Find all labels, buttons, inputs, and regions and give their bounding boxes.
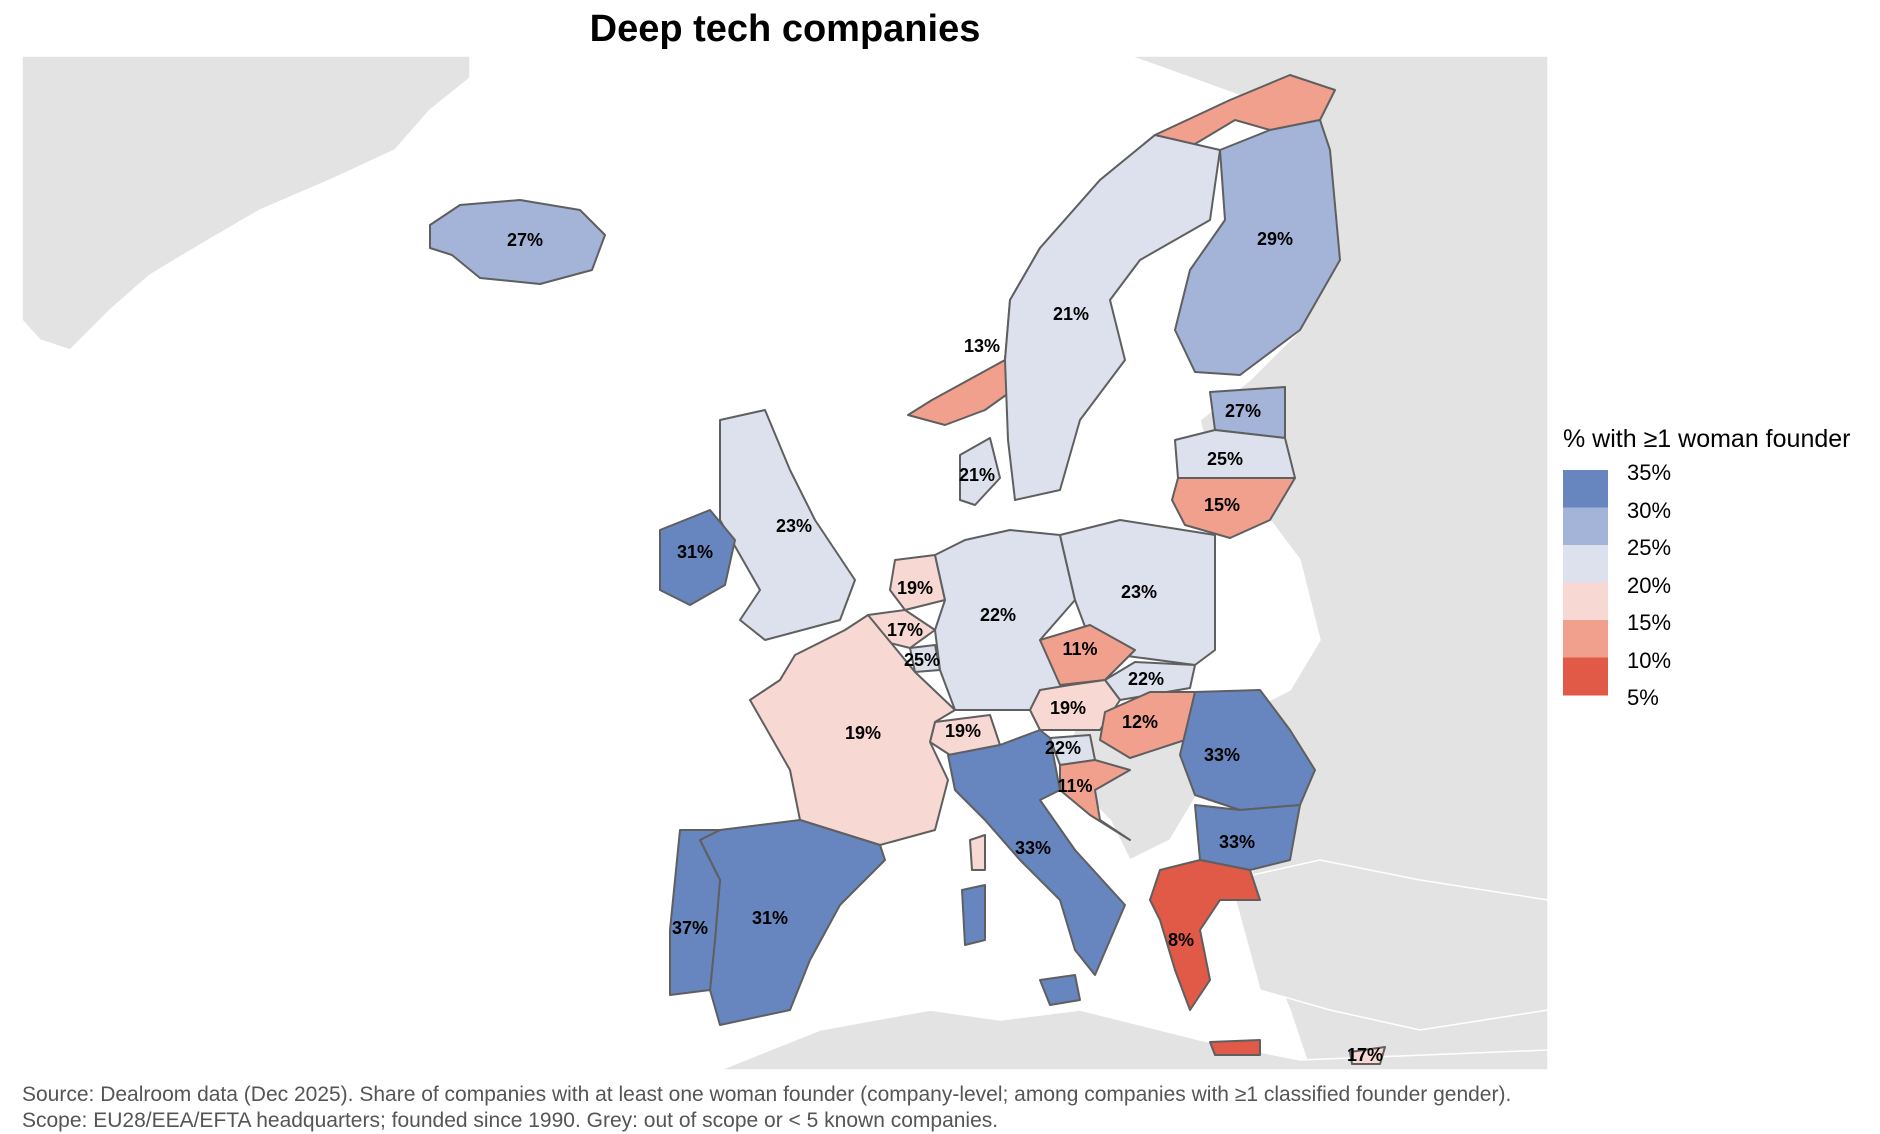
turkey-land [1229,859,1549,1031]
region-sardinia [961,884,986,946]
region-crete [1209,1039,1261,1056]
region-label-poland: 23% [1121,582,1157,602]
region-label-greece: 8% [1168,930,1194,950]
legend-swatch [1563,620,1608,658]
region-finland [1174,119,1341,376]
region-label-lithuania: 15% [1204,495,1240,515]
region-labels: 27% 13% 21% 29% 27% 25% 15% 21% 23% 31% 19% 17% 25% 2… [507,229,1383,1065]
region-lithuania [1171,477,1296,539]
region-label-slovakia: 22% [1128,669,1164,689]
region-croatia [1059,759,1131,841]
region-label-norway: 13% [964,336,1000,356]
region-label-luxembourg: 25% [904,650,940,670]
region-label-estonia: 27% [1225,401,1261,421]
chart-title: Deep tech companies [589,8,981,50]
region-uk [719,409,856,641]
legend-tick-label: 15% [1627,610,1672,635]
region-czechia [1039,624,1136,686]
region-label-denmark: 21% [959,465,995,485]
scope-line: Scope: EU28/EEA/EFTA headquarters; found… [22,1109,999,1132]
region-label-germany: 22% [980,605,1016,625]
region-label-hungary: 12% [1122,712,1158,732]
legend-swatch [1563,507,1608,546]
region-label-finland: 29% [1257,229,1293,249]
legend-swatch [1563,545,1608,583]
out-of-scope-land [21,55,1549,1071]
legend-tick-label: 5% [1627,685,1659,710]
region-label-netherlands: 19% [897,578,933,598]
region-label-bulgaria: 33% [1219,832,1255,852]
legend-colorbar [1563,470,1608,696]
region-label-portugal: 37% [672,918,708,938]
region-label-slovenia: 22% [1045,738,1081,758]
source-note: Source: Dealroom data (Dec 2025). Share … [22,1082,1511,1134]
region-cyprus [1349,1046,1386,1065]
region-label-belgium: 17% [887,620,923,640]
region-denmark [959,437,1001,506]
source-line: Source: Dealroom data (Dec 2025). Share … [22,1083,1512,1106]
region-label-austria: 19% [1050,698,1086,718]
region-label-cyprus: 17% [1347,1045,1383,1065]
region-label-croatia: 11% [1057,776,1092,796]
region-corsica [969,834,986,871]
legend-tick-label: 20% [1627,572,1672,598]
region-spain [699,819,886,1026]
region-sicily [1039,974,1081,1006]
countries [429,74,1386,1065]
region-label-romania: 33% [1204,745,1240,765]
region-label-latvia: 25% [1207,449,1243,469]
region-italy [947,729,1126,976]
region-latvia [1174,429,1296,479]
region-label-sweden: 21% [1053,304,1089,324]
region-label-czechia: 11% [1062,639,1097,659]
legend-swatch [1563,582,1608,621]
region-iceland [429,199,606,285]
region-label-iceland: 27% [507,230,543,250]
region-netherlands [889,554,946,611]
legend-swatch [1563,657,1608,696]
region-sweden [1004,134,1221,501]
region-label-ireland: 31% [677,542,713,562]
greenland-land [21,55,471,351]
legend-tick-label: 25% [1627,535,1672,560]
region-label-france: 19% [845,723,881,743]
region-ireland [659,509,736,606]
region-label-italy: 33% [1015,838,1051,858]
legend-swatch [1563,470,1608,508]
legend-tick-label: 35% [1627,460,1672,485]
legend-title: % with ≥1 woman founder [1563,425,1851,453]
region-label-united-kingdom: 23% [776,516,812,536]
legend-tick-label: 10% [1627,647,1672,673]
region-label-switzerland: 19% [945,721,981,741]
region-greece [1149,859,1261,1011]
north-africa-land [719,1009,1549,1071]
legend-tick-label: 30% [1627,497,1672,523]
region-label-spain: 31% [752,908,788,928]
region-portugal [669,829,721,996]
